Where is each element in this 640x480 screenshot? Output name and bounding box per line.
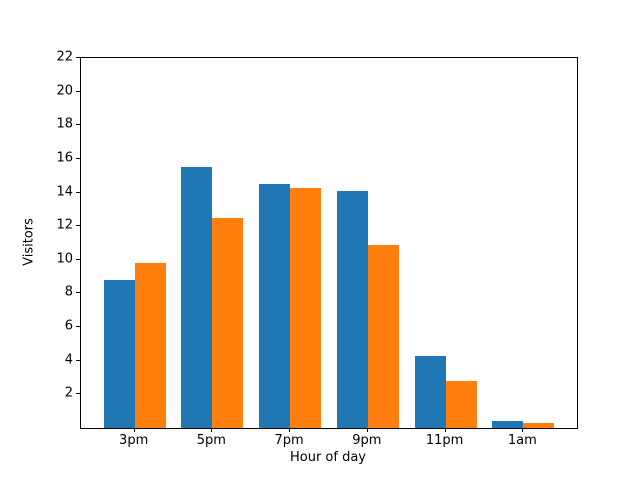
y-tick-mark-14	[76, 191, 80, 193]
y-tick-mark-16	[76, 157, 80, 159]
y-tick-label-22: 22	[56, 49, 73, 65]
x-tick-mark-7pm	[289, 428, 291, 432]
y-tick-label-10: 10	[56, 251, 73, 267]
bar-orange-1am	[523, 422, 555, 428]
bar-orange-7pm	[290, 187, 322, 428]
plot-area	[80, 57, 578, 429]
y-tick-label-2: 2	[64, 385, 73, 401]
y-tick-mark-2	[76, 393, 80, 395]
x-axis-label: Hour of day	[289, 450, 367, 465]
x-tick-mark-9pm	[366, 428, 368, 432]
x-tick-mark-1am	[522, 428, 524, 432]
y-tick-mark-8	[76, 292, 80, 294]
y-tick-label-12: 12	[56, 217, 73, 233]
bar-orange-11pm	[445, 380, 477, 428]
x-tick-label-9pm: 9pm	[352, 433, 382, 448]
y-tick-label-8: 8	[64, 284, 73, 300]
x-tick-mark-5pm	[211, 428, 213, 432]
x-tick-mark-3pm	[133, 428, 135, 432]
bar-blue-7pm	[259, 184, 291, 428]
bar-orange-3pm	[134, 263, 166, 428]
bar-blue-9pm	[336, 190, 368, 428]
y-tick-mark-12	[76, 225, 80, 227]
y-tick-label-14: 14	[56, 184, 73, 200]
y-tick-mark-22	[76, 57, 80, 58]
y-tick-mark-20	[76, 90, 80, 92]
y-tick-mark-4	[76, 359, 80, 361]
bar-blue-3pm	[103, 280, 135, 428]
y-tick-label-4: 4	[64, 352, 73, 368]
bar-blue-1am	[492, 421, 524, 428]
y-tick-mark-18	[76, 124, 80, 126]
x-tick-label-7pm: 7pm	[274, 433, 304, 448]
x-tick-label-3pm: 3pm	[119, 433, 149, 448]
bar-blue-11pm	[414, 355, 446, 428]
y-tick-label-16: 16	[56, 150, 73, 166]
x-tick-label-11pm: 11pm	[425, 433, 464, 448]
bar-blue-5pm	[181, 167, 213, 428]
bar-orange-9pm	[367, 244, 399, 428]
x-tick-mark-11pm	[444, 428, 446, 432]
y-tick-label-18: 18	[56, 116, 73, 132]
y-tick-mark-6	[76, 326, 80, 328]
y-tick-label-20: 20	[56, 83, 73, 99]
x-tick-label-5pm: 5pm	[196, 433, 226, 448]
y-tick-label-6: 6	[64, 318, 73, 334]
bar-orange-5pm	[212, 217, 244, 428]
x-tick-label-1am: 1am	[507, 433, 537, 448]
y-tick-mark-10	[76, 258, 80, 260]
